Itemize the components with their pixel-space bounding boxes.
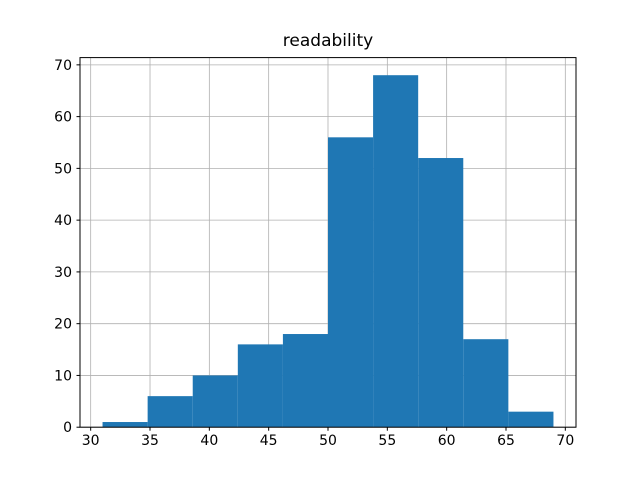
y-tick-label: 0: [63, 420, 72, 436]
x-tick-label: 45: [260, 433, 278, 449]
y-tick-label: 30: [54, 265, 72, 281]
x-tick-label: 70: [556, 433, 574, 449]
histogram-bar: [418, 158, 464, 428]
x-tick-label: 35: [141, 433, 159, 449]
y-tick-label: 10: [54, 368, 72, 384]
y-tick-label: 40: [54, 213, 72, 229]
histogram-bar: [102, 422, 148, 428]
histogram-bar: [463, 339, 509, 428]
x-tick-label: 50: [319, 433, 337, 449]
histogram-bar: [282, 334, 328, 428]
histogram-bar: [147, 396, 193, 428]
x-tick-label: 65: [497, 433, 515, 449]
x-tick-label: 30: [82, 433, 100, 449]
histogram-bar: [192, 375, 238, 428]
x-tick-label: 40: [200, 433, 218, 449]
y-tick-label: 70: [54, 58, 72, 74]
y-tick-label: 20: [54, 317, 72, 333]
x-tick-label: 60: [438, 433, 456, 449]
y-tick-label: 60: [54, 110, 72, 126]
histogram-bar: [328, 137, 374, 428]
histogram-bar: [508, 411, 554, 428]
histogram-bar: [237, 344, 283, 428]
x-tick-label: 55: [378, 433, 396, 449]
chart-title: readability: [282, 31, 374, 51]
y-tick-label: 50: [54, 161, 72, 177]
histogram-bar: [373, 75, 419, 428]
